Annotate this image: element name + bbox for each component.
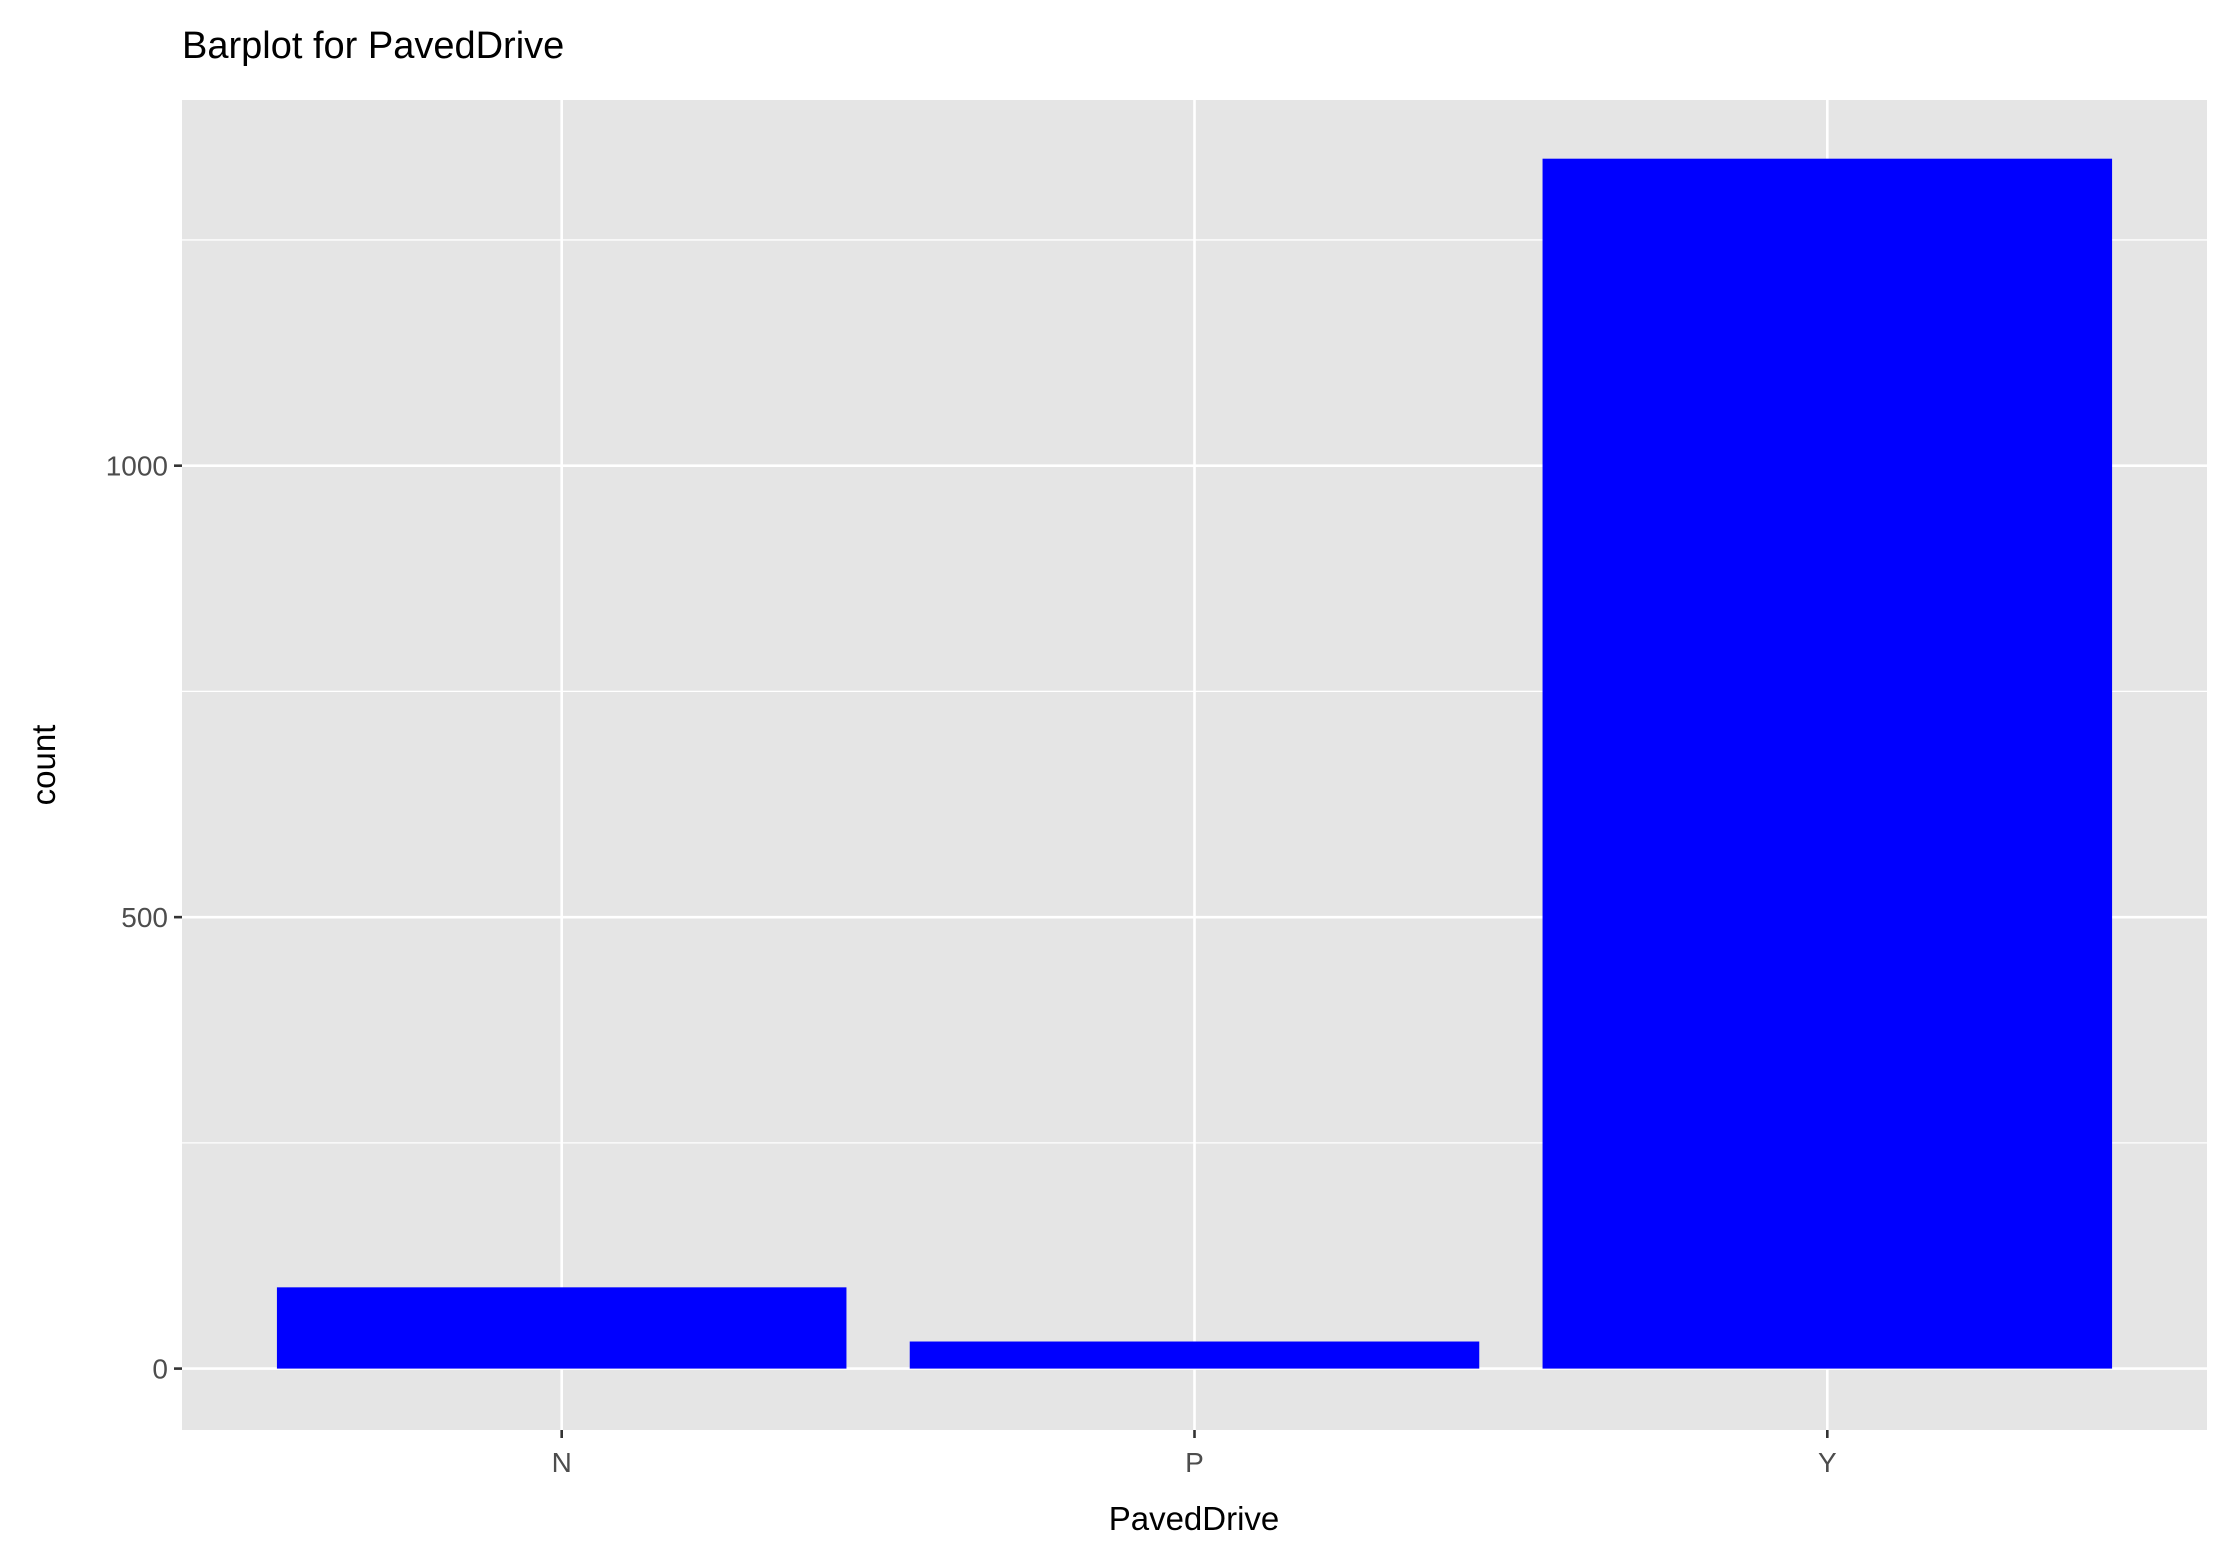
x-tick-label: P xyxy=(1185,1447,1204,1478)
bar-N xyxy=(276,1287,847,1369)
x-tick-label: N xyxy=(552,1447,572,1478)
y-tick-label: 500 xyxy=(121,902,168,933)
chart-title: Barplot for PavedDrive xyxy=(182,25,564,67)
y-axis-title: count xyxy=(25,725,62,806)
bar-Y xyxy=(1542,158,2113,1369)
bar-P xyxy=(909,1341,1480,1369)
y-tick-label: 1000 xyxy=(106,451,168,482)
x-axis-title: PavedDrive xyxy=(1109,1500,1280,1537)
bars xyxy=(276,158,2113,1369)
x-tick-label: Y xyxy=(1818,1447,1837,1478)
y-axis-ticks: 0 500 1000 xyxy=(106,451,182,1385)
y-tick-label: 0 xyxy=(152,1354,168,1385)
